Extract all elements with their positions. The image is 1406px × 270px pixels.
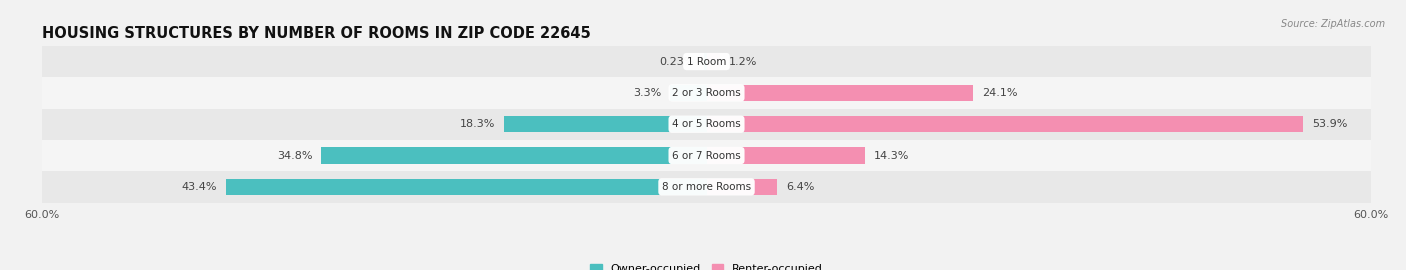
Bar bbox=[321, 147, 706, 164]
Text: 43.4%: 43.4% bbox=[181, 182, 217, 192]
Bar bbox=[704, 53, 706, 70]
Text: 53.9%: 53.9% bbox=[1312, 119, 1347, 129]
Bar bbox=[226, 179, 706, 195]
Bar bbox=[671, 85, 706, 101]
Legend: Owner-occupied, Renter-occupied: Owner-occupied, Renter-occupied bbox=[586, 259, 827, 270]
FancyBboxPatch shape bbox=[31, 171, 1382, 202]
Text: HOUSING STRUCTURES BY NUMBER OF ROOMS IN ZIP CODE 22645: HOUSING STRUCTURES BY NUMBER OF ROOMS IN… bbox=[42, 26, 591, 40]
Text: 8 or more Rooms: 8 or more Rooms bbox=[662, 182, 751, 192]
Text: 2 or 3 Rooms: 2 or 3 Rooms bbox=[672, 88, 741, 98]
FancyBboxPatch shape bbox=[31, 77, 1382, 109]
Text: 14.3%: 14.3% bbox=[873, 150, 910, 161]
Text: 6.4%: 6.4% bbox=[786, 182, 814, 192]
Bar bbox=[503, 116, 706, 132]
Bar bbox=[706, 179, 778, 195]
Text: 4 or 5 Rooms: 4 or 5 Rooms bbox=[672, 119, 741, 129]
Bar bbox=[706, 85, 973, 101]
Text: 24.1%: 24.1% bbox=[983, 88, 1018, 98]
Text: 1 Room: 1 Room bbox=[686, 56, 727, 67]
Bar bbox=[706, 53, 720, 70]
Text: 34.8%: 34.8% bbox=[277, 150, 312, 161]
Text: 1.2%: 1.2% bbox=[728, 56, 756, 67]
Bar bbox=[706, 147, 865, 164]
Text: 6 or 7 Rooms: 6 or 7 Rooms bbox=[672, 150, 741, 161]
Bar bbox=[706, 116, 1303, 132]
Text: Source: ZipAtlas.com: Source: ZipAtlas.com bbox=[1281, 19, 1385, 29]
Text: 0.23%: 0.23% bbox=[659, 56, 695, 67]
FancyBboxPatch shape bbox=[31, 109, 1382, 140]
Text: 18.3%: 18.3% bbox=[460, 119, 495, 129]
Text: 3.3%: 3.3% bbox=[633, 88, 661, 98]
FancyBboxPatch shape bbox=[31, 140, 1382, 171]
FancyBboxPatch shape bbox=[31, 46, 1382, 77]
